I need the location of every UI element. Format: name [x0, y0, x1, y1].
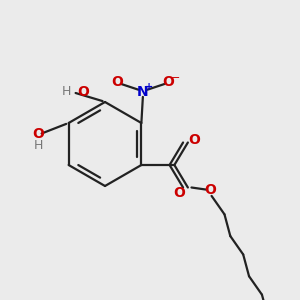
Text: O: O: [204, 184, 216, 197]
Text: +: +: [146, 82, 154, 92]
Text: O: O: [77, 85, 89, 99]
Text: O: O: [162, 76, 174, 89]
Text: O: O: [173, 186, 185, 200]
Text: O: O: [33, 127, 45, 141]
Text: H: H: [62, 85, 71, 98]
Text: O: O: [111, 76, 123, 89]
Text: H: H: [34, 139, 43, 152]
Text: O: O: [188, 133, 200, 146]
Text: −: −: [171, 73, 181, 83]
Text: N: N: [137, 85, 149, 98]
